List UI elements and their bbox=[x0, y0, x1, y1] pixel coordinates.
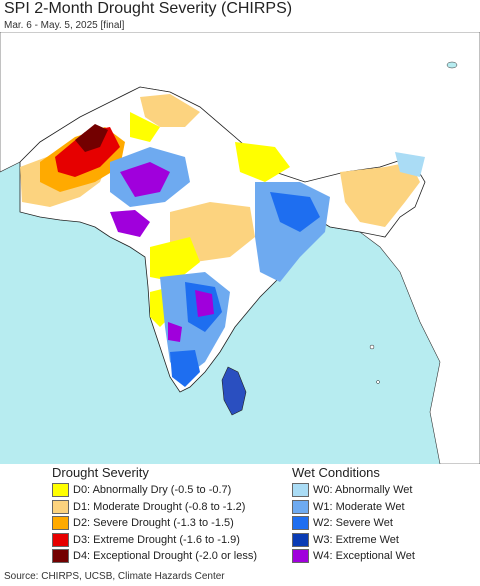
drought-d4-pakistan bbox=[75, 124, 108, 152]
swatch-w0 bbox=[292, 483, 309, 498]
legend-item-w0: W0: Abnormally Wet bbox=[292, 482, 472, 499]
swatch-d4 bbox=[52, 549, 69, 564]
wet-legend: Wet Conditions W0: Abnormally Wet W1: Mo… bbox=[292, 464, 472, 568]
legend-item-d1: D1: Moderate Drought (-0.8 to -1.2) bbox=[52, 499, 282, 516]
legend-item-w4: W4: Exceptional Wet bbox=[292, 548, 472, 565]
drought-d0-north bbox=[130, 112, 160, 142]
swatch-d1 bbox=[52, 499, 69, 514]
drought-legend-heading: Drought Severity bbox=[52, 465, 149, 480]
legend-label-w2: W2: Severe Wet bbox=[313, 517, 393, 530]
source-credit: Source: CHIRPS, UCSB, Climate Hazards Ce… bbox=[4, 571, 225, 582]
sri-lanka bbox=[221, 366, 247, 416]
wet-w4-northwest bbox=[120, 162, 170, 197]
legend-label-w3: W3: Extreme Wet bbox=[313, 533, 399, 546]
wet-w4-south bbox=[195, 290, 214, 317]
legend-item-d2: D2: Severe Drought (-1.3 to -1.5) bbox=[52, 515, 282, 532]
legend-label-w1: W1: Moderate Wet bbox=[313, 500, 405, 513]
legend-label-d2: D2: Severe Drought (-1.3 to -1.5) bbox=[73, 517, 234, 530]
legend-item-d3: D3: Extreme Drought (-1.6 to -1.9) bbox=[52, 532, 282, 549]
legend-label-d1: D1: Moderate Drought (-0.8 to -1.2) bbox=[73, 500, 246, 513]
nicobar-islands bbox=[376, 380, 380, 384]
drought-legend: Drought Severity D0: Abnormally Dry (-0.… bbox=[52, 464, 282, 568]
legend-item-d0: D0: Abnormally Dry (-0.5 to -0.7) bbox=[52, 482, 282, 499]
drought-d1-north bbox=[140, 94, 200, 127]
wet-w0-northeast bbox=[395, 152, 425, 177]
legend-label-w4: W4: Exceptional Wet bbox=[313, 550, 415, 563]
wet-w2-east bbox=[270, 192, 320, 232]
swatch-d0 bbox=[52, 483, 69, 498]
map-title: SPI 2-Month Drought Severity (CHIRPS) bbox=[4, 0, 293, 17]
swatch-w3 bbox=[292, 532, 309, 547]
map-subtitle: Mar. 6 - May. 5, 2025 [final] bbox=[4, 20, 125, 31]
legend-label-w0: W0: Abnormally Wet bbox=[313, 484, 413, 497]
drought-map bbox=[0, 32, 480, 464]
legend-item-d4: D4: Exceptional Drought (-2.0 or less) bbox=[52, 548, 282, 565]
legend-label-d4: D4: Exceptional Drought (-2.0 or less) bbox=[73, 550, 258, 563]
drought-d0-northeast bbox=[235, 142, 290, 182]
drought-d3-pakistan bbox=[55, 127, 120, 177]
swatch-w2 bbox=[292, 516, 309, 531]
legend-item-w3: W3: Extreme Wet bbox=[292, 532, 472, 549]
legend-label-d0: D0: Abnormally Dry (-0.5 to -0.7) bbox=[73, 484, 232, 497]
lake-marker bbox=[446, 61, 458, 69]
drought-d0-central bbox=[150, 237, 200, 282]
andaman-islands bbox=[369, 344, 375, 350]
legend-item-w1: W1: Moderate Wet bbox=[292, 499, 472, 516]
legend-item-w2: W2: Severe Wet bbox=[292, 515, 472, 532]
wet-w2-tip bbox=[170, 350, 200, 387]
wet-w4-kerala bbox=[168, 322, 182, 342]
legend-label-d3: D3: Extreme Drought (-1.6 to -1.9) bbox=[73, 533, 240, 546]
drought-d1-east bbox=[340, 162, 420, 227]
swatch-d3 bbox=[52, 532, 69, 547]
swatch-w1 bbox=[292, 499, 309, 514]
wet-w4-gujarat bbox=[110, 210, 150, 237]
swatch-w4 bbox=[292, 549, 309, 564]
wet-legend-heading: Wet Conditions bbox=[292, 465, 380, 480]
swatch-d2 bbox=[52, 516, 69, 531]
